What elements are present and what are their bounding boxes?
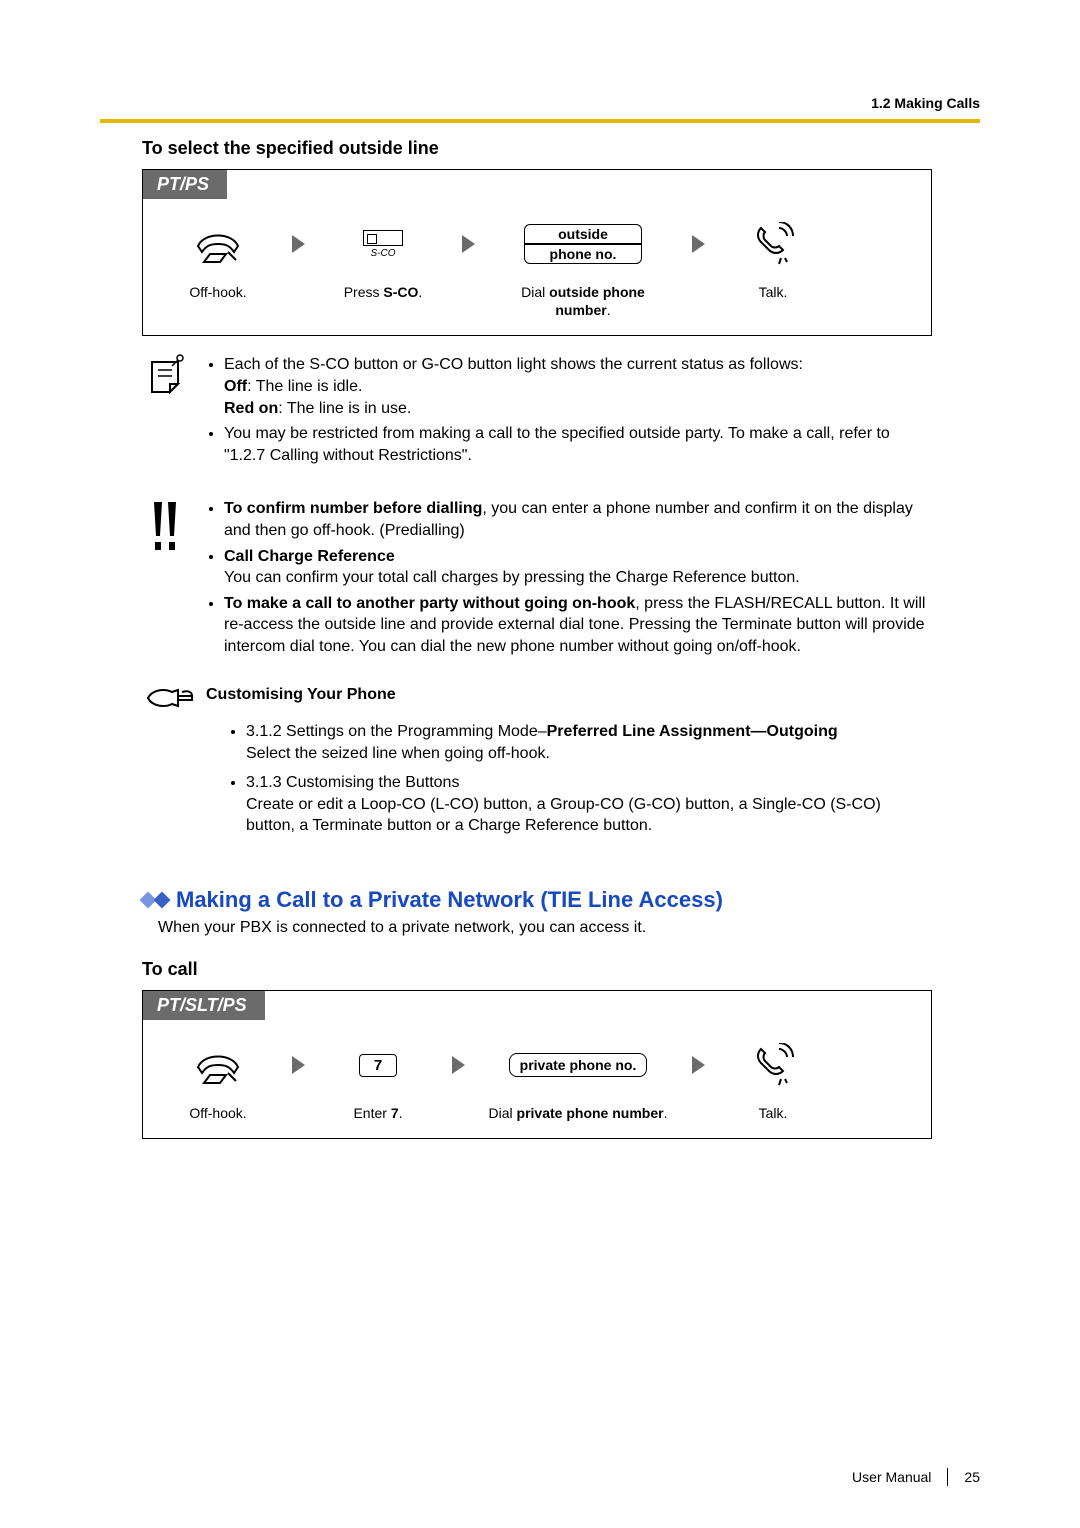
step-label-talk2: Talk.	[759, 1104, 788, 1122]
subheading-to-call: To call	[142, 959, 980, 980]
sco-button-icon: S-CO	[363, 219, 403, 269]
talk-icon	[749, 219, 797, 269]
header-divider	[100, 119, 980, 123]
talk-icon	[749, 1040, 797, 1090]
note1-bullet1: Each of the S-CO button or G-CO button l…	[224, 354, 932, 419]
step-label-dial-private: Dial private phone number.	[489, 1104, 668, 1122]
procedure-box-ptsltps: PT/SLT/PS Off-hook. 7	[142, 990, 932, 1139]
procedure-box-ptps: PT/PS Off-hook. S-CO	[142, 169, 932, 336]
arrow-icon	[292, 235, 305, 253]
subheading-select-line: To select the specified outside line	[142, 138, 980, 159]
procedure-tag-ptsltps: PT/SLT/PS	[143, 991, 265, 1020]
step-label-talk: Talk.	[759, 283, 788, 301]
note2-bullet2: Call Charge Reference You can confirm yo…	[224, 546, 932, 589]
note1-bullet2: You may be restricted from making a call…	[224, 423, 932, 466]
note-icon	[142, 354, 190, 398]
arrow-icon	[692, 1056, 705, 1074]
page-footer: User Manual 25	[852, 1468, 980, 1486]
customise-bullet2: 3.1.3 Customising the Buttons Create or …	[246, 772, 932, 837]
arrow-icon	[452, 1056, 465, 1074]
step-label-offhook2: Off-hook.	[189, 1104, 246, 1122]
step-label-offhook: Off-hook.	[189, 283, 246, 301]
diamond-icon	[142, 894, 168, 906]
arrow-icon	[692, 235, 705, 253]
offhook-icon	[190, 1040, 246, 1090]
customise-bullet1: 3.1.2 Settings on the Programming Mode–P…	[246, 721, 932, 764]
offhook-icon	[190, 219, 246, 269]
note2-bullet3: To make a call to another party without …	[224, 593, 932, 658]
private-phone-chip: private phone no.	[509, 1040, 648, 1090]
footer-manual: User Manual	[852, 1469, 931, 1485]
pointer-icon	[142, 684, 198, 714]
footer-page-number: 25	[964, 1469, 980, 1485]
page-header-section: 1.2 Making Calls	[871, 95, 980, 111]
procedure-tag-ptps: PT/PS	[143, 170, 227, 199]
arrow-icon	[462, 235, 475, 253]
section-title-tie: Making a Call to a Private Network (TIE …	[142, 887, 980, 913]
arrow-icon	[292, 1056, 305, 1074]
step-label-press-sco: Press S-CO.	[344, 283, 423, 301]
key-7-icon: 7	[359, 1040, 397, 1090]
customise-heading: Customising Your Phone	[206, 684, 932, 706]
step-label-enter7: Enter 7.	[353, 1104, 402, 1122]
section2-intro: When your PBX is connected to a private …	[158, 919, 980, 937]
outside-phone-box: outside phone no.	[524, 219, 642, 269]
important-icon	[142, 498, 190, 554]
step-label-dial-outside: Dial outside phone number.	[493, 283, 673, 319]
note2-bullet1: To confirm number before dialling, you c…	[224, 498, 932, 541]
